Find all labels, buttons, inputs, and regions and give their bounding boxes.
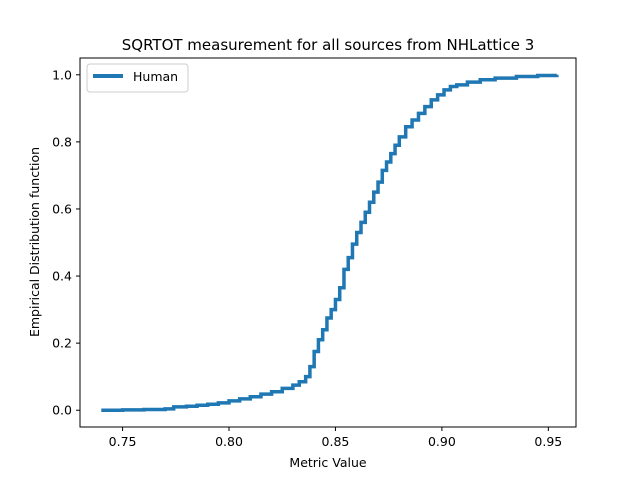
legend: Human [86, 63, 189, 93]
x-tick-label: 0.90 [428, 434, 456, 449]
series-layer [101, 73, 559, 412]
y-tick-label: 0.0 [52, 403, 72, 418]
y-tick-label: 0.2 [52, 336, 72, 351]
axes-frame [79, 57, 577, 428]
y-ticks: 0.0 0.2 0.4 0.6 0.8 1.0 [52, 67, 80, 418]
y-tick-label: 0.8 [52, 134, 72, 149]
x-tick-label: 0.80 [215, 434, 243, 449]
legend-label-human: Human [133, 69, 178, 84]
x-ticks: 0.75 0.80 0.85 0.90 0.95 [109, 427, 562, 449]
legend-box [86, 63, 189, 93]
chart-title: SQRTOT measurement for all sources from … [122, 36, 535, 54]
x-axis-label: Metric Value [289, 455, 366, 470]
y-tick-label: 1.0 [52, 67, 72, 82]
x-tick-label: 0.85 [322, 434, 350, 449]
y-tick-label: 0.4 [52, 269, 72, 284]
axes-background [80, 58, 576, 427]
x-tick-label: 0.75 [109, 434, 137, 449]
x-tick-label: 0.95 [534, 434, 562, 449]
plot-area: 0.75 0.80 0.85 0.90 0.95 0.0 0.2 0.4 0.6 0.8 1.0 [52, 57, 577, 449]
series-line-human [101, 73, 559, 412]
y-axis-label: Empirical Distribution function [27, 147, 42, 337]
y-tick-label: 0.6 [52, 201, 72, 216]
